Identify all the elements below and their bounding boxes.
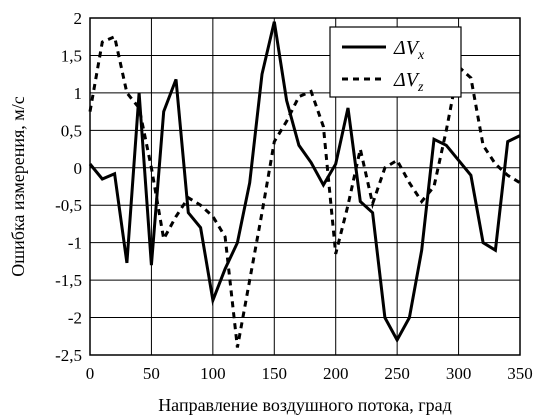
y-axis-title: Ошибка измерения, м/с (8, 96, 28, 276)
x-tick-labels: 0 50 100 150 200 250 300 350 (86, 364, 533, 383)
x-tick-label: 50 (143, 364, 160, 383)
legend-label-subscript: z (417, 80, 424, 95)
series-line-x (88, 21, 521, 344)
legend-label-subscript: x (417, 48, 425, 63)
series-layer (88, 21, 521, 348)
plot-area-frame (89, 17, 521, 356)
y-tick-labels: 2 1,5 1 0,5 0 -0,5 -1 -1,5 -2 -2,5 (55, 9, 82, 365)
y-tick-label: -1,5 (55, 271, 82, 290)
x-axis-title: Направление воздушного потока, град (158, 395, 452, 415)
x-tick-label: 150 (262, 364, 288, 383)
y-tick-label: 0,5 (61, 121, 82, 140)
x-tick-label: 200 (323, 364, 349, 383)
legend-label-z: ΔVz (393, 69, 424, 95)
x-tick-label: 300 (446, 364, 472, 383)
legend-label-main: ΔV (393, 69, 421, 91)
y-tick-label: 1,5 (61, 46, 82, 65)
y-tick-label: 1 (74, 84, 83, 103)
series-line-z (88, 34, 521, 348)
y-tick-label: -0,5 (55, 196, 82, 215)
legend-label-x: ΔVx (393, 37, 425, 63)
y-tick-label: -2 (68, 309, 82, 328)
legend-box (329, 26, 462, 98)
y-tick-label: 0 (74, 159, 83, 178)
x-tick-label: 250 (384, 364, 410, 383)
y-tick-label: -2,5 (55, 346, 82, 365)
y-tick-label: -1 (68, 234, 82, 253)
legend-label-main: ΔV (393, 37, 421, 59)
x-tick-label: 0 (86, 364, 95, 383)
y-tick-label: 2 (74, 9, 83, 28)
x-tick-label: 350 (507, 364, 533, 383)
x-tick-label: 100 (200, 364, 226, 383)
